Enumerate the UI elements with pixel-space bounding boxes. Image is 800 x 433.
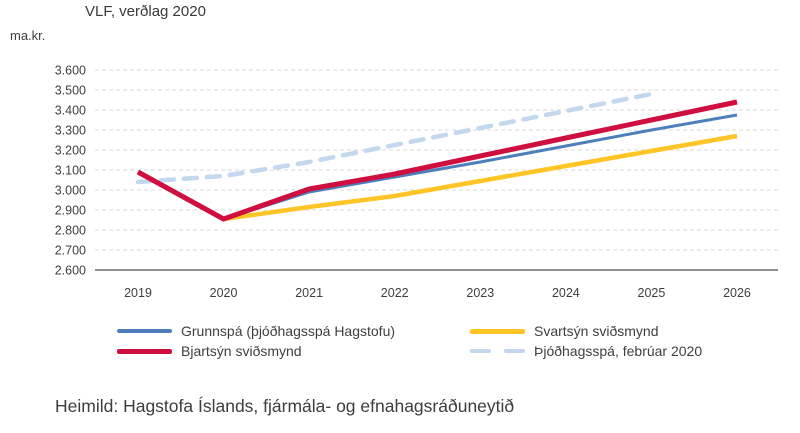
series-line-thjodhagsspa (135, 91, 654, 185)
x-tick-label: 2025 (638, 286, 666, 300)
y-tick-label: 3.300 (55, 124, 86, 138)
legend-label-thjodhagsspa: Þjóðhagsspá, febrúar 2020 (534, 343, 703, 359)
legend-item-thjodhagsspa: Þjóðhagsspá, febrúar 2020 (470, 343, 702, 359)
chart-legend: Grunnspá (þjóðhagsspá Hagstofu) Svartsýn … (117, 321, 702, 361)
series-line-svartsyn (136, 133, 738, 222)
y-tick-label: 2.800 (55, 224, 86, 238)
y-tick-label: 3.500 (55, 84, 86, 98)
x-tick-label: 2022 (381, 286, 409, 300)
legend-label-bjartsyn: Bjartsýn sviðsmynd (181, 343, 302, 359)
y-tick-label: 2.600 (55, 264, 86, 278)
legend-item-bjartsyn: Bjartsýn sviðsmynd (117, 343, 470, 359)
legend-item-grunnspa: Grunnspá (þjóðhagsspá Hagstofu) (117, 323, 470, 339)
x-tick-label: 2026 (723, 286, 751, 300)
legend-swatch-svartsyn-line-icon (470, 328, 525, 334)
series-line-bjartsyn (136, 99, 738, 222)
line-chart: 3.600 3.500 3.400 3.300 3.200 3.100 3.000 2.900… (55, 64, 778, 300)
legend-label-grunnspa: Grunnspá (þjóðhagsspá Hagstofu) (181, 323, 396, 339)
x-tick-label: 2020 (210, 286, 238, 300)
x-tick-label: 2021 (295, 286, 323, 300)
x-tick-label: 2024 (552, 286, 580, 300)
x-tick-label: 2019 (124, 286, 152, 300)
legend-swatch-bjartsyn-line-icon (117, 348, 172, 354)
legend-label-svartsyn: Svartsýn sviðsmynd (534, 323, 659, 339)
y-tick-label: 3.100 (55, 164, 86, 178)
y-tick-label: 2.700 (55, 244, 86, 258)
x-tick-label: 2023 (466, 286, 494, 300)
y-axis-unit-label: ma.kr. (10, 28, 46, 43)
legend-item-svartsyn: Svartsýn sviðsmynd (470, 323, 702, 339)
y-tick-label: 3.600 (55, 64, 86, 78)
y-tick-label: 3.400 (55, 104, 86, 118)
legend-swatch-thjodhagsspa-dashed-line-icon (470, 348, 525, 354)
legend-swatch-grunnspa-line-icon (117, 329, 172, 333)
y-tick-label: 3.000 (55, 184, 86, 198)
chart-title: VLF, verðlag 2020 (85, 3, 206, 20)
source-text: Heimild: Hagstofa Íslands, fjármála- og … (55, 396, 515, 416)
y-tick-label: 2.900 (55, 204, 86, 218)
y-tick-label: 3.200 (55, 144, 86, 158)
